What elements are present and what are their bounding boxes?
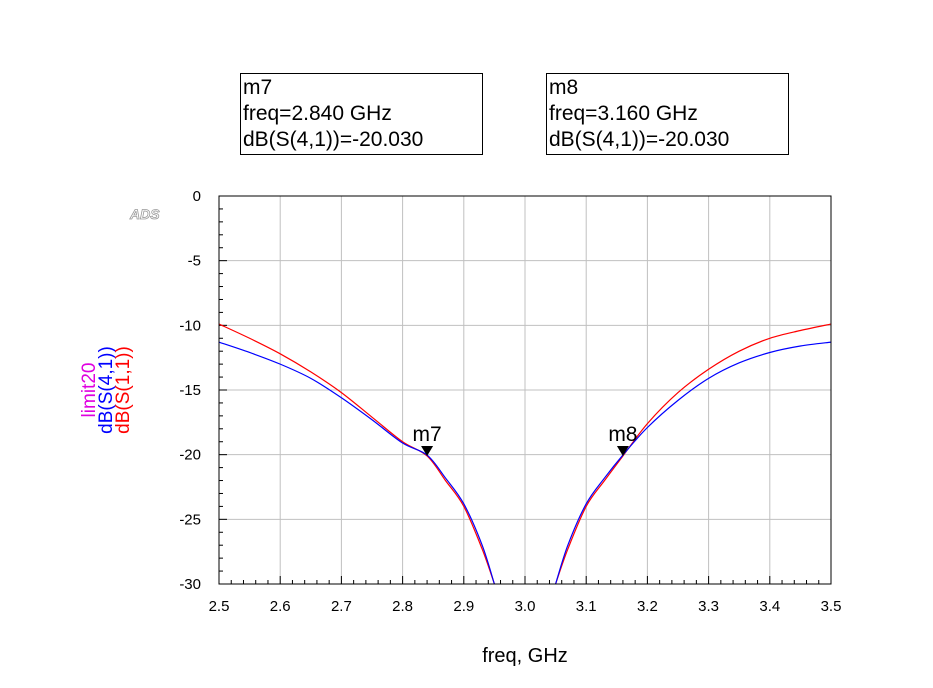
x-tick-label-7: 3.2 [637, 598, 658, 615]
chart-series [218, 323, 832, 585]
x-tick-label-5: 3.0 [515, 598, 536, 615]
y-tick-label-1: -5 [188, 253, 201, 270]
marker-m7-value: dB(S(4,1))=-20.030 [243, 128, 424, 151]
marker-m8-readout: m8 freq=3.160 GHz dB(S(4,1))=-20.030 [546, 73, 789, 155]
y-tick-label-5: -25 [179, 511, 201, 528]
x-tick-label-2: 2.7 [331, 598, 352, 615]
marker-m7-triangle [421, 446, 434, 457]
x-axis-label: freq, GHz [482, 645, 568, 667]
marker-m7-name: m7 [243, 76, 273, 99]
x-tick-label-9: 3.4 [759, 598, 780, 615]
y-tick-label-3: -15 [179, 382, 201, 399]
marker-m7-readout: m7 freq=2.840 GHz dB(S(4,1))=-20.030 [240, 73, 483, 155]
series-db-s-4-1--seg-1 [555, 341, 832, 585]
plot-frame [218, 195, 832, 585]
y-tick-label-4: -20 [179, 447, 201, 464]
y-tick-label-6: -30 [179, 576, 201, 593]
marker-m8-triangle [616, 446, 629, 457]
series-db-s-1-1--seg-1 [555, 323, 832, 585]
y-axis-label-group: limit20dB(S(4,1))dB(S(1,1)) [79, 346, 134, 434]
x-tick-label-8: 3.3 [698, 598, 719, 615]
y-axis-label: limit20dB(S(4,1))dB(S(1,1)) [79, 346, 134, 434]
x-tick-label-6: 3.1 [576, 598, 597, 615]
marker-m8-freq: freq=3.160 GHz [549, 102, 698, 125]
marker-m8-value: dB(S(4,1))=-20.030 [549, 128, 730, 151]
marker-m8-name: m8 [549, 76, 579, 99]
marker-m8-label: m8 [608, 423, 637, 446]
minor-ticks [218, 195, 832, 585]
marker-m7-label: m7 [412, 423, 441, 446]
tick-labels: 2.5 2.6 2.7 2.8 2.9 3.0 3.1 3.2 3.3 3.4 3.5 0 -5 -10 -… [179, 188, 841, 615]
chart-grid [218, 195, 832, 585]
marker-m7-freq: freq=2.840 GHz [243, 102, 392, 125]
ads-watermark: ADS [129, 206, 160, 222]
series-db-s-1-1--seg-0 [218, 323, 495, 585]
series-db-s-4-1--seg-0 [218, 341, 495, 585]
y-tick-label-2: -10 [179, 317, 201, 334]
x-tick-label-0: 2.5 [209, 598, 230, 615]
y-label-part-2: dB(S(1,1)) [113, 346, 134, 434]
markers-layer: m7 m8 [412, 423, 638, 457]
x-tick-label-4: 2.9 [453, 598, 474, 615]
x-tick-label-3: 2.8 [392, 598, 413, 615]
y-tick-label-0: 0 [193, 188, 201, 205]
x-tick-label-1: 2.6 [270, 598, 291, 615]
y-label-part-0: limit20 [79, 363, 100, 418]
x-tick-label-10: 3.5 [821, 598, 842, 615]
y-label-part-1: dB(S(4,1)) [96, 346, 117, 434]
